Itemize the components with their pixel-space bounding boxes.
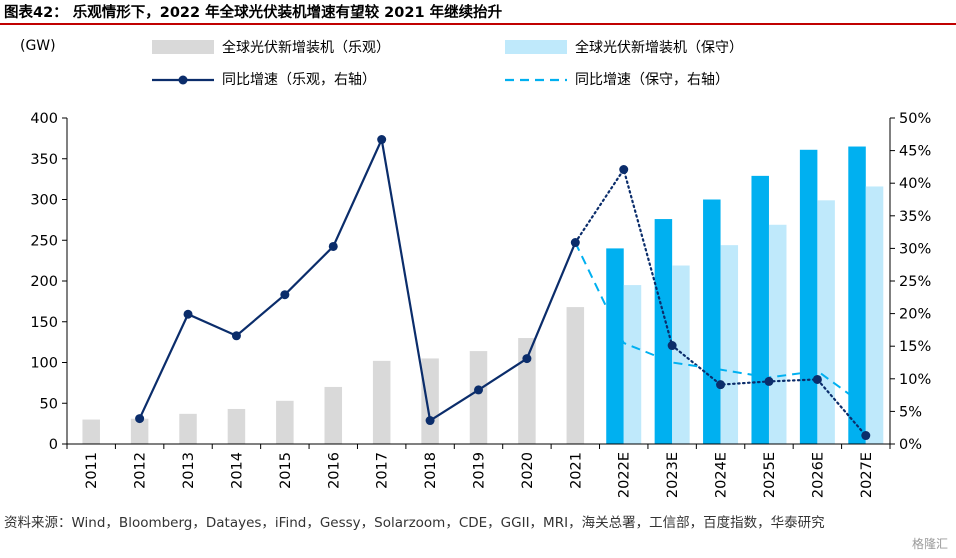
bar-actual: [566, 307, 585, 444]
bar-conservative: [720, 245, 739, 444]
y2-axis-tick-label: 15%: [899, 339, 931, 355]
bar-actual: [372, 360, 391, 444]
y2-axis-tick-label: 10%: [899, 372, 931, 388]
x-axis-tick-label: 2014: [229, 452, 245, 489]
y2-axis-tick-label: 50%: [899, 111, 931, 127]
y-axis-tick-label: 250: [30, 233, 58, 249]
x-axis-tick-label: 2018: [423, 452, 439, 489]
chart-title: 图表42： 乐观情形下，2022 年全球光伏装机增速有望较 2021 年继续抬升: [4, 5, 503, 21]
y2-axis-tick-label: 30%: [899, 241, 931, 257]
growth-point-optimistic: [280, 290, 290, 300]
y-axis-tick-label: 200: [30, 274, 58, 290]
growth-point-optimistic: [619, 165, 629, 175]
bar-actual: [179, 413, 197, 444]
legend-swatch-optimistic-bar: [152, 40, 214, 54]
y-axis-tick-label: 400: [30, 111, 58, 127]
y2-axis-tick-label: 0%: [899, 437, 922, 453]
growth-point-optimistic: [231, 331, 241, 341]
y-axis-tick-label: 350: [30, 152, 58, 168]
x-axis-tick-label: 2020: [520, 452, 536, 489]
bar-optimistic: [799, 149, 818, 444]
x-axis-tick-label: 2022E: [617, 452, 633, 498]
x-axis-tick-label: 2027E: [859, 452, 875, 498]
growth-point-optimistic: [425, 416, 435, 426]
bar-conservative: [865, 186, 884, 444]
legend-swatch-conservative-bar: [505, 40, 567, 54]
legend-label-conservative-bar: 全球光伏新增装机（保守）: [575, 39, 743, 56]
x-axis-tick-label: 2017: [375, 452, 391, 489]
x-axis-tick-label: 2011: [84, 452, 100, 489]
bar-optimistic: [606, 248, 624, 444]
x-axis-tick-label: 2016: [326, 452, 342, 489]
x-axis-tick-label: 2013: [181, 452, 197, 489]
x-axis-tick-label: 2012: [133, 452, 149, 489]
bar-optimistic: [751, 175, 769, 445]
y2-axis-tick-label: 45%: [899, 144, 931, 160]
growth-point-optimistic: [764, 376, 774, 386]
y2-axis-tick-label: 5%: [899, 404, 922, 420]
bar-actual: [276, 400, 294, 444]
y-axis-tick-label: 100: [30, 356, 58, 372]
bar-actual: [82, 419, 100, 444]
growth-point-optimistic: [522, 354, 532, 364]
growth-point-optimistic: [474, 385, 483, 395]
x-axis-tick-label: 2026E: [810, 452, 826, 498]
x-axis-tick-label: 2024E: [714, 452, 730, 498]
growth-point-optimistic: [328, 241, 338, 251]
legend-label-optimistic-line: 同比增速（乐观，右轴）: [222, 72, 376, 88]
x-axis-tick-label: 2021: [568, 452, 584, 489]
growth-line-optimistic: [138, 135, 577, 423]
y-axis-unit-label: (GW): [20, 38, 56, 54]
bar-conservative: [817, 200, 835, 444]
bar-optimistic: [654, 219, 673, 444]
growth-point-optimistic: [377, 135, 387, 145]
y-axis-tick-label: 150: [30, 315, 58, 331]
bar-optimistic: [703, 199, 721, 444]
title-rule: [0, 23, 956, 25]
growth-point-optimistic: [812, 374, 822, 384]
source-note: 资料来源：Wind，Bloomberg，Datayes，iFind，Gessy，…: [4, 515, 825, 531]
growth-point-optimistic: [183, 309, 193, 319]
bar-actual: [469, 351, 488, 444]
bar-conservative: [672, 265, 690, 444]
watermark: 格隆汇: [911, 537, 948, 551]
growth-point-optimistic: [667, 341, 677, 351]
legend-label-optimistic-bar: 全球光伏新增装机（乐观）: [222, 39, 390, 56]
bar-conservative: [623, 285, 642, 444]
x-axis-tick-label: 2025E: [762, 452, 778, 498]
y-axis-tick-label: 50: [40, 396, 58, 412]
y-axis-tick-label: 0: [49, 437, 58, 453]
bar-optimistic: [848, 146, 866, 444]
x-axis-tick-label: 2019: [472, 452, 488, 489]
bar-actual: [130, 418, 149, 444]
growth-point-optimistic: [861, 431, 871, 441]
bar-actual: [324, 386, 343, 444]
x-axis-tick-label: 2023E: [665, 452, 681, 498]
y2-axis-tick-label: 35%: [899, 209, 931, 225]
bar-conservative: [768, 224, 787, 444]
growth-line-conservative: [574, 242, 867, 407]
y2-axis-tick-label: 25%: [899, 274, 931, 290]
bar-actual: [227, 408, 246, 444]
legend-label-conservative-line: 同比增速（保守，右轴）: [575, 72, 729, 88]
growth-point-optimistic: [570, 238, 580, 248]
chart-header: 图表42： 乐观情形下，2022 年全球光伏装机增速有望较 2021 年继续抬升: [0, 0, 956, 25]
bar-actual: [518, 338, 536, 444]
chart: (GW) 全球光伏新增装机（乐观） 全球光伏新增装机（保守） 同比增速（乐观，右轴） 同…: [20, 38, 931, 498]
legend-marker-optimistic: [178, 75, 188, 85]
growth-point-optimistic: [135, 414, 145, 424]
growth-point-optimistic: [716, 380, 726, 390]
y2-axis-tick-label: 20%: [899, 307, 931, 323]
y2-axis-tick-label: 40%: [899, 176, 931, 192]
y-axis-tick-label: 300: [30, 193, 58, 209]
x-axis-tick-label: 2015: [278, 452, 294, 489]
bar-actual: [421, 358, 439, 444]
